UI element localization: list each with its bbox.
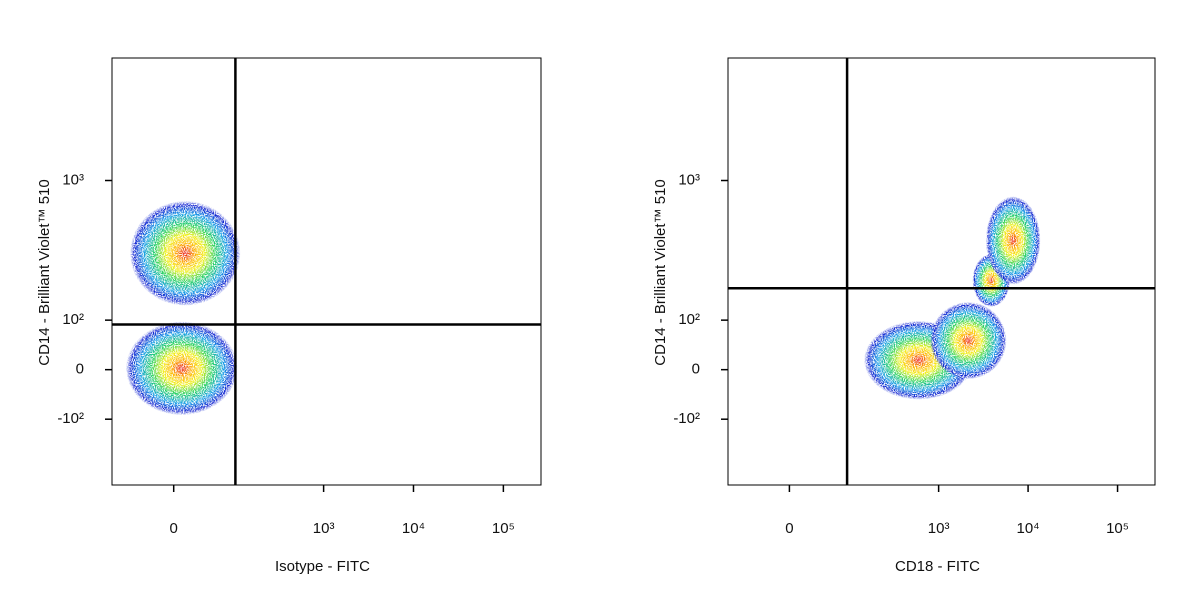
x-tick-label: 10⁴ — [402, 520, 425, 537]
y-tick-label: 10³ — [678, 171, 700, 188]
y-axis-title: CD14 - Brilliant Violet™ 510 — [36, 179, 53, 365]
population-layer — [864, 196, 1041, 400]
population-layer — [125, 200, 241, 416]
population — [930, 302, 1007, 380]
y-tick-label: 0 — [76, 361, 84, 378]
x-tick-label: 10⁵ — [1106, 520, 1129, 537]
y-tick-label: 10² — [62, 311, 84, 328]
y-tick-label: 10² — [678, 311, 700, 328]
x-tick-label: 0 — [785, 520, 793, 537]
y-tick-label: 0 — [692, 361, 700, 378]
plot-frame — [111, 57, 542, 486]
plot-panel: 0 10³ 10⁴ 10⁵ -10² 0 10² 10³ Isotype - FITC CD14 … — [36, 57, 542, 575]
plot-panel: 0 10³ 10⁴ 10⁵ -10² 0 10² 10³ CD18 - FITC CD14 - B… — [652, 57, 1156, 575]
x-tick-label: 0 — [170, 520, 178, 537]
y-tick-label: -10² — [673, 410, 700, 427]
x-tick-label: 10⁵ — [492, 520, 515, 537]
population — [125, 321, 238, 416]
x-axis-title: Isotype - FITC — [275, 558, 370, 575]
y-tick-label: 10³ — [62, 171, 84, 188]
population — [985, 196, 1041, 285]
x-axis-title: CD18 - FITC — [895, 558, 980, 575]
population — [129, 200, 241, 306]
y-axis-title: CD14 - Brilliant Violet™ 510 — [652, 179, 669, 365]
x-tick-label: 10³ — [928, 520, 950, 537]
x-tick-label: 10⁴ — [1017, 520, 1040, 537]
y-tick-label: -10² — [57, 410, 84, 427]
x-tick-label: 10³ — [313, 520, 335, 537]
plot-frame — [727, 57, 1156, 486]
